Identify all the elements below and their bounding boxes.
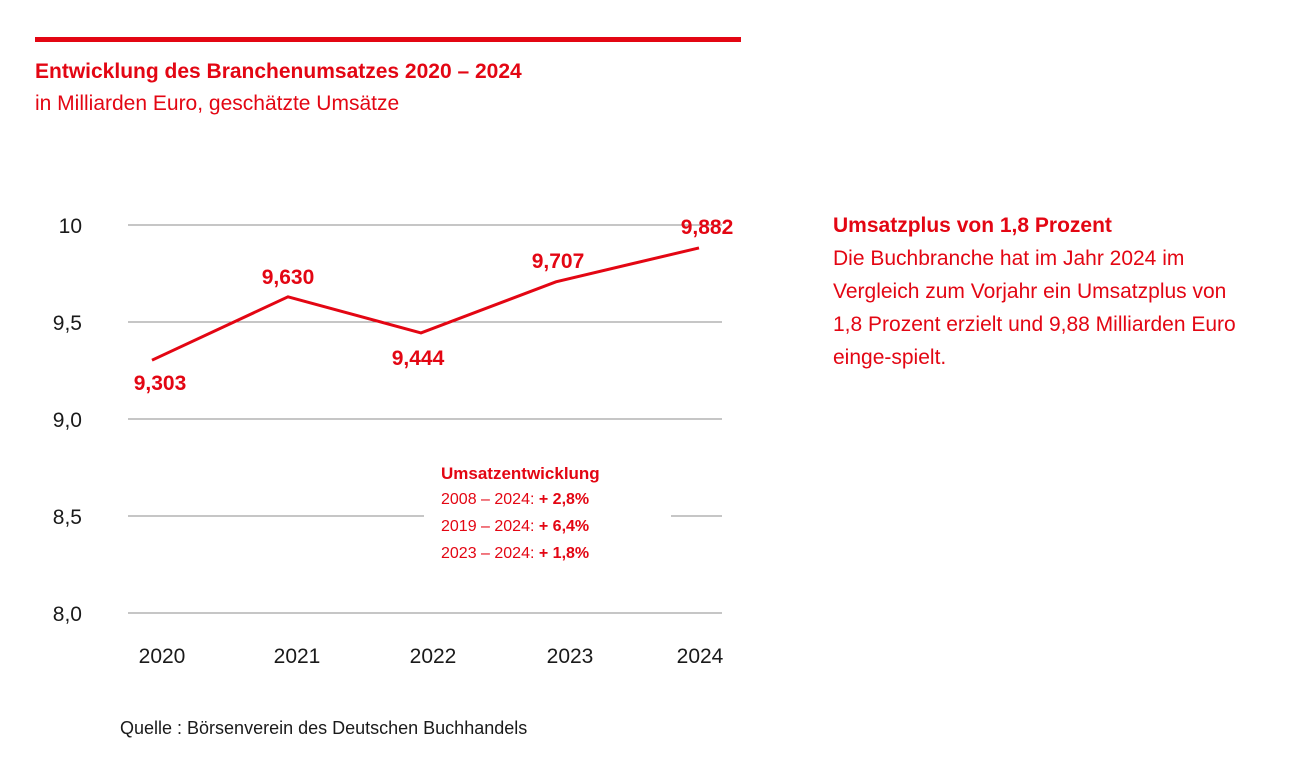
y-axis-ticks: 10 9,5 9,0 8,5 8,0 (53, 215, 82, 626)
top-rule (35, 37, 741, 42)
legend-value: + 1,8% (538, 545, 590, 562)
data-label: 9,882 (681, 216, 734, 239)
legend-value: + 2,8% (538, 491, 590, 508)
data-label: 9,630 (262, 266, 315, 289)
x-tick-label: 2020 (139, 645, 186, 668)
legend-row: 2019 – 2024: + 6,4% (441, 513, 671, 540)
legend-period: 2019 – 2024: (441, 518, 535, 535)
x-tick-label: 2022 (410, 645, 457, 668)
sidebar-note: Umsatzplus von 1,8 Prozent Die Buchbranc… (833, 210, 1273, 374)
legend-row: 2023 – 2024: + 1,8% (441, 540, 671, 567)
y-tick-label: 8,5 (53, 506, 82, 529)
x-tick-label: 2024 (677, 645, 724, 668)
chart-subtitle: in Milliarden Euro, geschätzte Umsätze (35, 92, 400, 115)
data-label: 9,303 (134, 372, 187, 395)
sidebar-title: Umsatzplus von 1,8 Prozent (833, 214, 1112, 237)
data-labels: 9,303 9,630 9,444 9,707 9,882 (134, 216, 734, 395)
y-tick-label: 10 (59, 215, 82, 238)
legend-period: 2023 – 2024: (441, 545, 535, 562)
chart-title: Entwicklung des Branchenumsatzes 2020 – … (35, 60, 522, 83)
y-tick-label: 9,0 (53, 409, 82, 432)
growth-legend-box: Umsatzentwicklung 2008 – 2024: + 2,8% 20… (424, 458, 671, 567)
y-tick-label: 9,5 (53, 312, 82, 335)
y-tick-label: 8,0 (53, 603, 82, 626)
x-axis-ticks: 2020 2021 2022 2023 2024 (139, 645, 724, 668)
gridlines (128, 224, 722, 614)
legend-period: 2008 – 2024: (441, 491, 535, 508)
legend-value: + 6,4% (538, 518, 590, 535)
legend-row: 2008 – 2024: + 2,8% (441, 486, 671, 513)
x-tick-label: 2023 (547, 645, 594, 668)
data-label: 9,707 (532, 250, 585, 273)
x-tick-label: 2021 (274, 645, 321, 668)
sidebar-text: Die Buchbranche hat im Jahr 2024 im Verg… (833, 247, 1236, 369)
legend-title: Umsatzentwicklung (441, 464, 600, 483)
data-label: 9,444 (392, 347, 445, 370)
source-note: Quelle : Börsenverein des Deutschen Buch… (120, 718, 528, 738)
series-line-branchenumsatz (151, 246, 700, 362)
